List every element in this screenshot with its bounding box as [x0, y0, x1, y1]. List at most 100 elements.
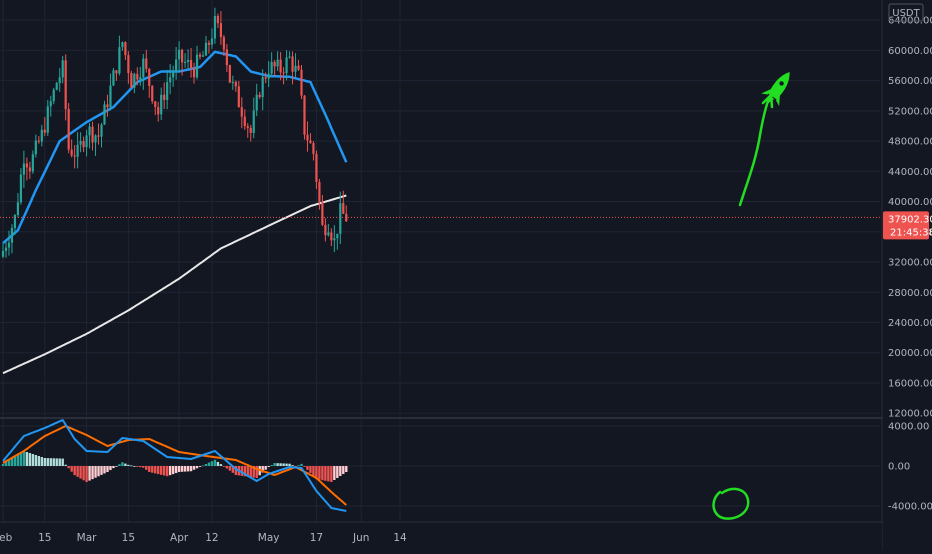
macd-histogram-bar	[73, 466, 76, 476]
macd-line	[2, 419, 347, 512]
candle-body	[127, 55, 130, 74]
time-tick-label: 15	[38, 532, 51, 544]
currency-button[interactable]	[888, 3, 924, 22]
macd-histogram-bar	[192, 466, 196, 470]
candle-body	[270, 61, 273, 74]
price-axis-bg[interactable]	[883, 0, 932, 550]
macd-histogram-bar	[321, 466, 324, 481]
candle-body	[76, 144, 79, 157]
candle-body	[213, 15, 217, 39]
macd-tick-label: -4000.00	[888, 502, 932, 513]
macd-histogram-bar	[324, 466, 327, 481]
price-tick-label: 24000.00	[888, 318, 932, 329]
time-axis-bg[interactable]	[0, 523, 882, 550]
macd-histogram-bar	[100, 466, 103, 475]
candle-body	[136, 73, 139, 80]
macd-histogram-bar	[124, 463, 127, 466]
candle-body	[169, 77, 172, 83]
macd-histogram-bar	[312, 466, 315, 476]
candle-body	[330, 232, 333, 241]
macd-histogram-bar	[282, 463, 285, 466]
candle-body	[309, 140, 312, 144]
ma-slow-series	[2, 194, 347, 375]
macd-histogram-bar	[306, 466, 309, 470]
macd-histogram-bar	[318, 466, 321, 480]
macd-histogram-bar	[61, 458, 64, 466]
candle-body	[55, 83, 58, 90]
time-tick-label: May	[258, 532, 280, 544]
macd-histogram-bar	[103, 466, 106, 474]
macd-histogram-bar	[109, 466, 112, 471]
candle-body	[294, 65, 297, 72]
candle-body	[61, 60, 64, 78]
candle-body	[82, 140, 85, 148]
candle-body	[7, 242, 11, 248]
candle-body	[115, 70, 118, 74]
candle-body	[79, 140, 82, 145]
macd-histogram-bar	[82, 466, 85, 481]
candle-body	[34, 140, 37, 155]
macd-histogram-bar	[171, 466, 175, 475]
candle-body	[16, 202, 20, 216]
macd-histogram-bar	[207, 462, 211, 466]
candle-body	[133, 73, 136, 88]
macd-histogram-bar	[189, 466, 193, 472]
macd-histogram-bar	[252, 466, 255, 478]
time-tick-label: 15	[122, 532, 135, 544]
macd-histogram-bar	[85, 466, 88, 482]
currency-label: USDT	[892, 8, 920, 19]
macd-histogram-bar	[106, 466, 109, 472]
macd-histogram-bar	[303, 466, 306, 467]
macd-histogram-bar	[160, 466, 163, 475]
candle-body	[249, 127, 252, 133]
macd-histogram-bar	[165, 466, 169, 477]
macd-histogram-bar	[225, 466, 229, 469]
candle-body	[130, 73, 133, 88]
macd-histogram-bar	[22, 451, 26, 466]
macd-histogram-bar	[336, 466, 339, 478]
macd-histogram-bar	[121, 462, 124, 466]
price-tick-label: 20000.00	[888, 348, 932, 359]
candle-body	[189, 59, 193, 68]
candle-body	[97, 135, 100, 137]
macd-histogram-bar	[145, 466, 148, 470]
candles-group	[1, 7, 348, 259]
candle-body	[163, 94, 166, 100]
candle-body	[186, 59, 190, 62]
candle-body	[49, 101, 52, 107]
candle-body	[219, 23, 223, 38]
candle-body	[1, 250, 5, 257]
price-tick-label: 16000.00	[888, 378, 932, 389]
macd-histogram-bar	[97, 466, 100, 477]
macd-histogram-bar	[88, 466, 91, 481]
macd-histogram-bar	[240, 466, 243, 476]
candle-body	[246, 126, 249, 128]
macd-histogram-bar	[333, 466, 336, 480]
candle-body	[228, 65, 231, 83]
macd-histogram-bar	[213, 459, 217, 466]
candle-body	[225, 49, 228, 66]
candle-body	[279, 59, 282, 73]
annotations	[712, 71, 790, 520]
candle-body	[339, 203, 342, 234]
macd-histogram-bar	[243, 466, 246, 477]
price-tick-label: 52000.00	[888, 106, 932, 117]
candle-body	[160, 94, 163, 115]
macd-histogram-bar	[219, 464, 223, 466]
candle-body	[151, 85, 154, 102]
macd-histogram-bar	[40, 457, 44, 466]
macd-histogram-bar	[136, 466, 139, 467]
macd-histogram-bar	[195, 466, 199, 469]
macd-histogram-bar	[168, 466, 172, 476]
macd-pane	[1, 419, 348, 512]
candle-body	[40, 129, 43, 142]
macd-histogram-bar	[115, 466, 118, 467]
macd-histogram-bar	[94, 466, 97, 478]
macd-histogram-bar	[327, 466, 330, 482]
rocket-icon	[761, 71, 790, 107]
candle-body	[303, 95, 306, 135]
candle-body	[43, 129, 46, 133]
macd-histogram-bar	[37, 456, 41, 466]
